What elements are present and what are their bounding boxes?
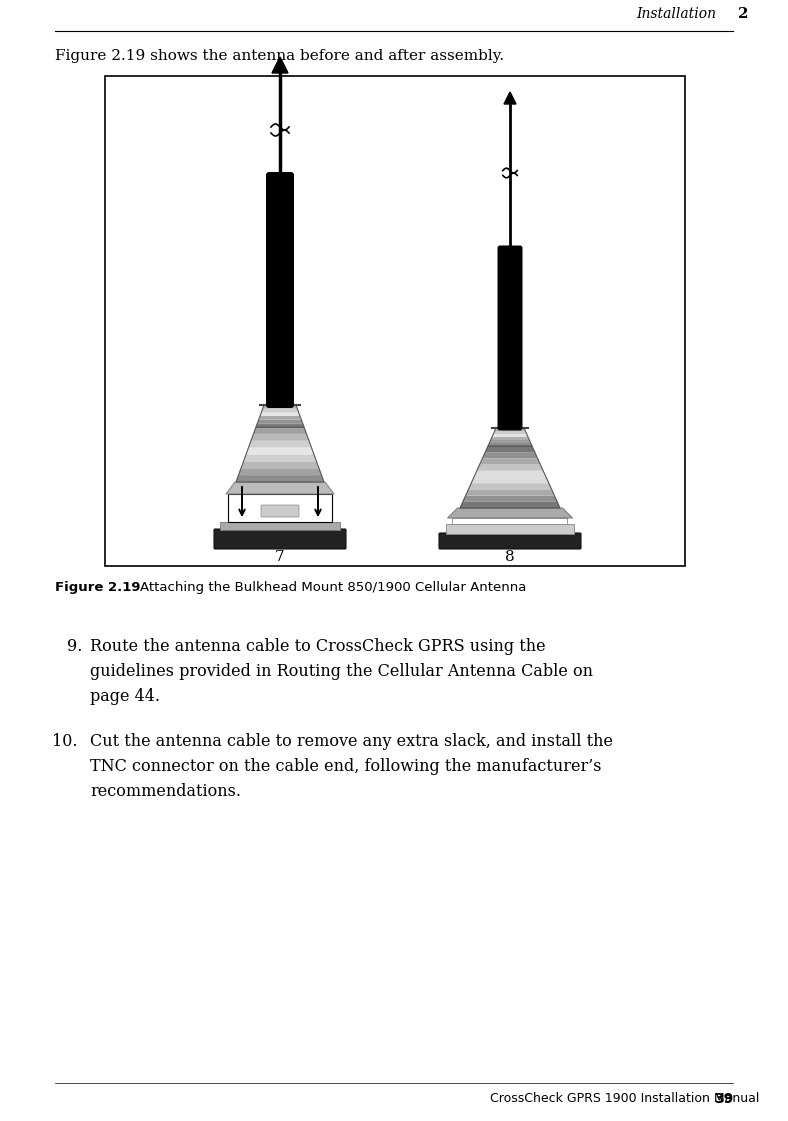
FancyBboxPatch shape: [439, 532, 581, 549]
Polygon shape: [241, 462, 319, 469]
Text: Figure 2.19: Figure 2.19: [55, 582, 140, 594]
FancyBboxPatch shape: [266, 172, 294, 408]
Polygon shape: [448, 508, 573, 518]
Polygon shape: [474, 471, 546, 478]
Polygon shape: [489, 441, 530, 443]
Polygon shape: [248, 441, 311, 447]
Polygon shape: [236, 475, 324, 482]
Text: Route the antenna cable to CrossCheck GPRS using the
guidelines provided in Rout: Route the antenna cable to CrossCheck GP…: [90, 638, 593, 705]
Polygon shape: [492, 434, 528, 437]
Polygon shape: [256, 424, 304, 427]
Polygon shape: [485, 446, 535, 452]
Polygon shape: [468, 483, 552, 490]
Polygon shape: [272, 57, 288, 73]
Polygon shape: [504, 92, 516, 104]
Polygon shape: [258, 419, 303, 424]
FancyBboxPatch shape: [214, 529, 346, 549]
Polygon shape: [471, 478, 548, 483]
Polygon shape: [463, 495, 557, 502]
Text: Attaching the Bulkhead Mount 850/1900 Cellular Antenna: Attaching the Bulkhead Mount 850/1900 Ce…: [123, 582, 526, 594]
Text: 2: 2: [738, 7, 749, 21]
Text: Figure 2.19 shows the antenna before and after assembly.: Figure 2.19 shows the antenna before and…: [55, 49, 504, 63]
Bar: [228, 494, 332, 522]
Polygon shape: [477, 464, 543, 471]
Text: 8: 8: [505, 550, 515, 564]
Polygon shape: [226, 482, 334, 494]
Polygon shape: [495, 428, 526, 430]
Polygon shape: [262, 409, 299, 413]
Polygon shape: [246, 447, 314, 454]
Polygon shape: [480, 458, 541, 464]
Text: Installation: Installation: [636, 7, 716, 21]
FancyBboxPatch shape: [261, 504, 299, 517]
Bar: [452, 518, 567, 524]
Polygon shape: [466, 490, 555, 495]
Text: CrossCheck GPRS 1900 Installation Manual: CrossCheck GPRS 1900 Installation Manual: [490, 1093, 760, 1105]
Polygon shape: [491, 437, 530, 441]
Bar: [105, 76, 685, 566]
Polygon shape: [493, 430, 526, 434]
Polygon shape: [239, 469, 322, 475]
Text: 7: 7: [275, 550, 284, 564]
Polygon shape: [262, 405, 297, 409]
Bar: [220, 522, 340, 530]
Bar: [446, 524, 574, 534]
Text: 9.: 9.: [67, 638, 82, 655]
Text: Cut the antenna cable to remove any extra slack, and install the
TNC connector o: Cut the antenna cable to remove any extr…: [90, 733, 613, 799]
Polygon shape: [251, 434, 309, 441]
Polygon shape: [260, 413, 300, 416]
Polygon shape: [488, 443, 532, 446]
Polygon shape: [460, 502, 560, 508]
Text: 39: 39: [714, 1092, 733, 1106]
Polygon shape: [243, 454, 317, 462]
Polygon shape: [258, 416, 301, 419]
Text: 10.: 10.: [53, 733, 78, 750]
FancyBboxPatch shape: [497, 245, 522, 430]
Polygon shape: [482, 452, 537, 458]
Polygon shape: [254, 427, 307, 434]
